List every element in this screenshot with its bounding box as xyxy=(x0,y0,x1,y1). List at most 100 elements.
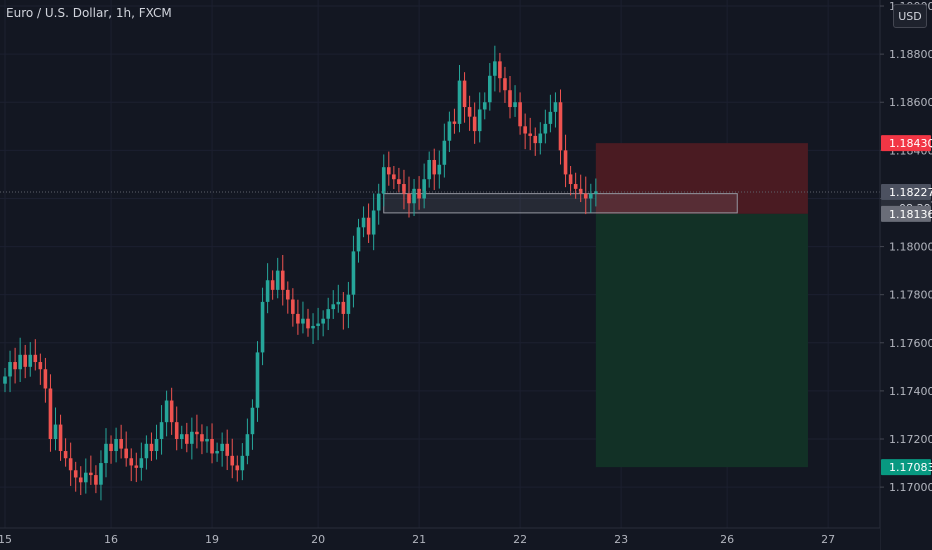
price-tick-label: 1.18800 xyxy=(889,48,932,61)
candle-body xyxy=(508,90,512,108)
time-tick-label: 15 xyxy=(0,533,12,546)
candle-body xyxy=(63,451,68,459)
take-profit-label-bg xyxy=(881,459,931,476)
candle-body xyxy=(53,424,58,439)
candle-body xyxy=(280,270,285,290)
candle-body xyxy=(220,443,224,452)
time-axis-bg xyxy=(0,528,880,550)
candle-body xyxy=(28,354,33,367)
candle-body xyxy=(361,217,366,228)
candle-body xyxy=(58,424,63,452)
candle-body xyxy=(589,193,593,199)
candle-body xyxy=(89,472,93,476)
price-axis-bg xyxy=(880,0,932,550)
candle-body xyxy=(407,193,411,204)
candle-body xyxy=(23,354,27,367)
candle-body xyxy=(43,369,48,389)
entry-price-label-bg xyxy=(881,205,931,222)
candle-body xyxy=(134,465,139,468)
candle-body xyxy=(164,400,169,423)
candle-body xyxy=(493,61,497,76)
candle-body xyxy=(376,193,381,211)
candle-body xyxy=(462,80,467,108)
support-zone[interactable] xyxy=(383,193,738,214)
candle-body xyxy=(68,458,73,471)
candle-body xyxy=(583,193,588,199)
candle-body xyxy=(104,443,108,464)
candle-body xyxy=(538,133,543,144)
candle-body xyxy=(452,121,457,124)
candle-body xyxy=(488,75,492,103)
candle-body xyxy=(306,318,310,329)
price-tick-label: 1.17400 xyxy=(889,385,932,398)
symbol-title: Euro / U.S. Dollar, 1h, FXCM xyxy=(6,6,172,20)
candle-body xyxy=(578,188,583,194)
candle-body xyxy=(18,354,22,370)
candle-body xyxy=(195,431,199,435)
time-tick-label: 21 xyxy=(412,533,426,546)
candle-body xyxy=(190,431,194,444)
candle-body xyxy=(457,80,462,124)
candle-body xyxy=(553,102,558,112)
candle-body xyxy=(482,102,487,110)
take-profit-zone xyxy=(595,213,808,468)
candle-body xyxy=(124,448,128,459)
candlestick-series xyxy=(3,45,598,501)
currency-button[interactable]: USD xyxy=(893,4,927,28)
candle-body xyxy=(594,191,598,194)
price-tick-label: 1.18000 xyxy=(889,241,932,254)
candle-body xyxy=(139,458,144,468)
candle-body xyxy=(159,422,164,439)
candle-body xyxy=(275,270,280,290)
candle-body xyxy=(543,123,548,134)
candle-body xyxy=(503,78,507,91)
candle-body xyxy=(417,188,421,199)
candle-body xyxy=(179,434,184,439)
candle-body xyxy=(447,121,452,141)
candle-body xyxy=(230,455,235,466)
candle-body xyxy=(472,116,477,132)
candle-body xyxy=(573,184,578,189)
position-tool[interactable] xyxy=(595,143,808,468)
candle-body xyxy=(205,439,209,442)
candle-body xyxy=(477,109,482,132)
current-price-label-bg xyxy=(881,183,931,200)
candle-body xyxy=(255,352,260,408)
candle-body xyxy=(291,299,295,314)
candle-body xyxy=(210,439,214,454)
price-tick-label: 1.17000 xyxy=(889,481,932,494)
candle-body xyxy=(356,227,361,252)
candle-body xyxy=(286,289,290,300)
candle-body xyxy=(563,150,568,175)
candle-body xyxy=(109,443,113,452)
candle-body xyxy=(3,376,7,384)
candle-body xyxy=(235,465,240,471)
candle-body xyxy=(548,111,553,124)
support-zone-box xyxy=(383,193,738,214)
candle-body xyxy=(114,439,118,452)
candle-body xyxy=(8,362,12,377)
candle-body xyxy=(38,362,43,370)
candle-body xyxy=(225,443,229,456)
time-tick-label: 20 xyxy=(311,533,325,546)
candle-body xyxy=(73,470,78,478)
candle-body xyxy=(366,217,371,235)
candle-body xyxy=(94,475,98,485)
candle-body xyxy=(48,388,53,439)
candle-body xyxy=(346,294,351,314)
candle-body xyxy=(513,102,517,108)
candle-body xyxy=(498,61,502,79)
candle-body xyxy=(381,167,386,194)
time-axis[interactable]: 15 16 19 20 21 22 23 26 27 xyxy=(0,527,880,550)
candle-body xyxy=(215,451,219,454)
candle-body xyxy=(467,107,472,117)
candle-body xyxy=(84,472,88,483)
candle-body xyxy=(387,167,391,175)
candle-body xyxy=(144,443,149,459)
price-tick-label: 1.17800 xyxy=(889,289,932,302)
candle-body xyxy=(336,301,341,305)
time-tick-label: 26 xyxy=(720,533,734,546)
candle-body xyxy=(351,251,356,295)
